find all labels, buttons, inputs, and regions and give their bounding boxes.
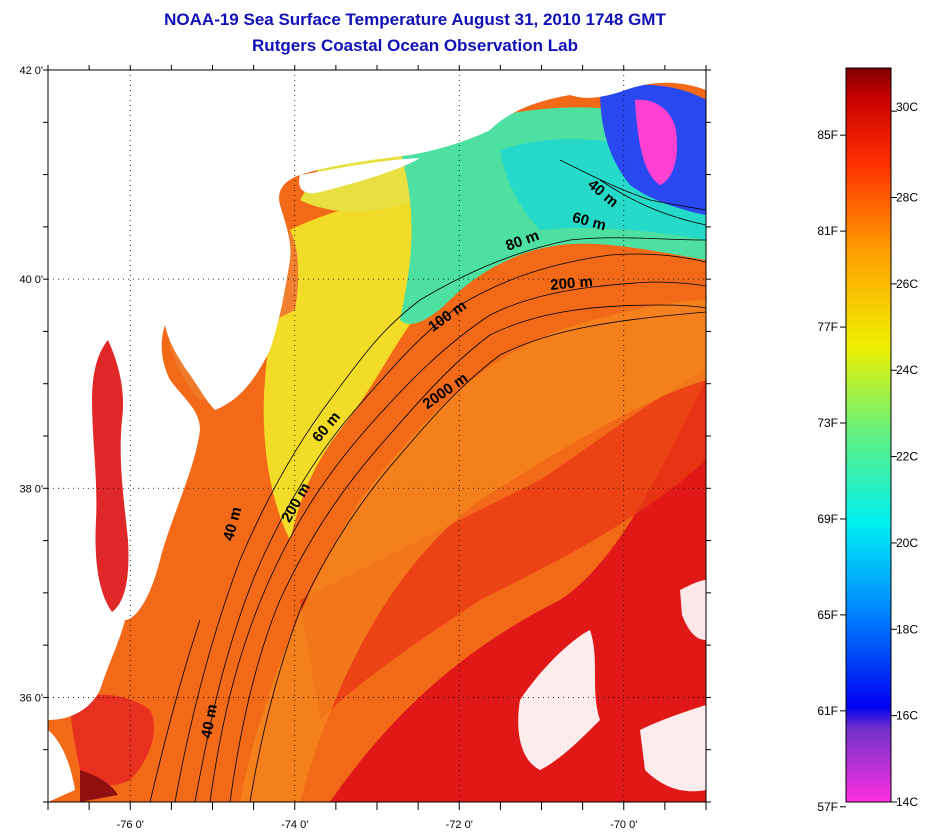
lat-tick-label: 42 0' [19,65,43,77]
lon-tick-label: -70 0' [610,819,637,831]
map-subtitle: Rutgers Coastal Ocean Observation Lab [252,36,578,55]
colorbar-fahrenheit-label: 57F [817,800,838,814]
map-title: NOAA-19 Sea Surface Temperature August 3… [164,10,666,29]
colorbar-celsius-label: 30C [896,100,918,114]
axis-tick-labels: 42 0' 40 0' 38 0' 36 0' -76 0' -74 0' -72 0' -7… [19,65,637,831]
colorbar-fahrenheit-label: 65F [817,608,838,622]
landmass [48,70,706,720]
graticule [48,69,706,802]
colorbar: 85F 81F 77F 73F 69F 65F 61F 57F 30C 28C 26C 24C 22C… [817,67,918,814]
colorbar-fahrenheit-label: 81F [817,224,838,238]
cloud-patch [518,630,600,770]
colorbar-celsius-label: 28C [896,191,918,205]
cold-pool-upwelling [635,99,678,185]
contour-depth-label: 200 m [550,273,594,294]
axis-ticks [43,65,711,810]
sst-imagery [48,70,706,802]
colorbar-celsius-label: 16C [896,709,918,723]
colorbar-celsius-label: 26C [896,277,918,291]
colorbar-ramp [845,67,892,803]
colorbar-celsius-label: 18C [896,622,918,636]
cloud-patch [640,705,706,792]
colorbar-fahrenheit-label: 85F [817,128,838,142]
lat-tick-label: 40 0' [19,274,43,286]
long-island [299,158,420,194]
bathymetry-contours [149,159,706,802]
lon-tick-label: -76 0' [117,819,144,831]
colorbar-celsius-label: 22C [896,450,918,464]
lat-tick-label: 36 0' [19,692,43,704]
colorbar-fahrenheit-label: 69F [817,512,838,526]
colorbar-celsius-label: 24C [896,363,918,377]
lat-tick-label: 38 0' [19,483,43,495]
colorbar-fahrenheit-label: 77F [817,320,838,334]
lon-tick-label: -72 0' [446,819,473,831]
gulf-stream [330,380,706,802]
colorbar-fahrenheit-label: 61F [817,704,838,718]
colorbar-fahrenheit-label: 73F [817,416,838,430]
colorbar-celsius-label: 14C [896,795,918,809]
colorbar-celsius-labels: 30C 28C 26C 24C 22C 20C 18C 16C 14C [891,100,918,809]
lon-tick-label: -74 0' [281,819,308,831]
contour-depth-label: 40 m [198,703,221,740]
colorbar-celsius-label: 20C [896,536,918,550]
colorbar-fahrenheit-labels: 85F 81F 77F 73F 69F 65F 61F 57F [817,128,846,814]
